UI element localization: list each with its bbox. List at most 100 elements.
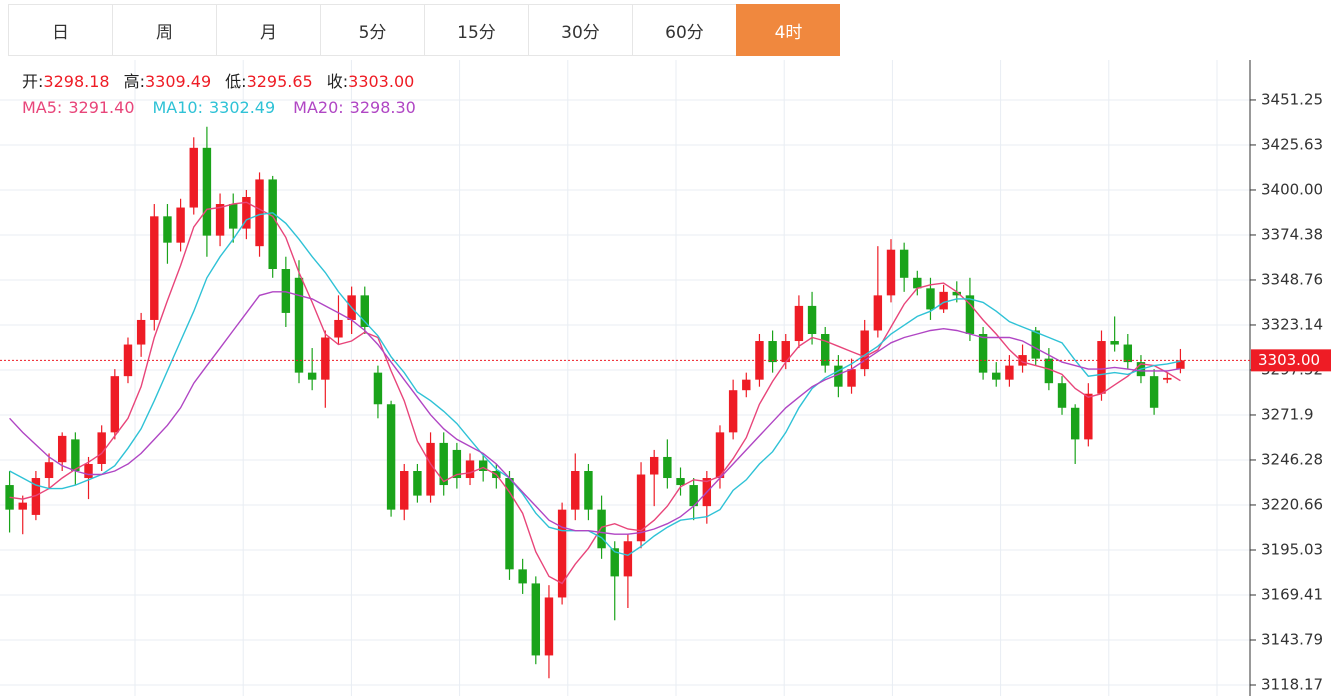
candle-body [610,548,619,577]
candle-body [110,376,120,433]
candle-body [1084,393,1093,440]
candle-body [584,471,593,510]
candle-body [939,291,948,310]
ma-name: MA5: [22,98,62,117]
info-value: 3309.49 [145,72,211,91]
ma-name: MA10: [153,98,204,117]
candle-body [913,277,922,289]
y-tick-label: 3195.03 [1261,540,1323,558]
y-tick-label: 3451.25 [1261,90,1323,108]
candle-body [136,319,146,345]
y-tick-label: 3374.38 [1261,225,1323,243]
info-label: 高: [124,72,145,91]
y-tick-label: 3348.76 [1261,270,1323,288]
candle-body [5,485,14,510]
period-tab[interactable]: 60分 [632,4,736,56]
candle-body [544,597,554,656]
candle-body [663,456,672,479]
period-tab[interactable]: 4时 [736,4,840,56]
info-label: 低: [225,72,246,91]
y-tick-label: 3143.79 [1261,630,1323,648]
period-tab[interactable]: 5分 [320,4,424,56]
candle-body [268,179,277,270]
period-tab[interactable]: 周 [112,4,216,56]
candle-body [426,442,435,496]
info-label: 开: [22,72,43,91]
candle-body [413,471,422,496]
candle-body [360,295,369,327]
candle-body [899,249,909,278]
candle-body [84,463,93,479]
candle-body [557,509,567,598]
y-tick-label: 3220.66 [1261,495,1323,513]
candle-body [571,471,580,510]
candle-body [1070,407,1080,440]
info-value: 3303.00 [348,72,414,91]
candle-body [452,449,462,479]
period-tab[interactable]: 30分 [528,4,632,56]
candle-body [518,569,527,584]
y-tick-label: 3271.9 [1261,405,1314,423]
candle-body [478,460,488,472]
y-tick-label: 3400.00 [1261,180,1323,198]
candle-body [18,502,27,510]
ma-value: 3291.40 [68,98,134,117]
period-tab[interactable]: 日 [8,4,112,56]
ohlc-info: 开:3298.18 高:3309.49 低:3295.65 收:3303.00 [22,72,414,91]
candle-body [649,456,659,475]
period-tab[interactable]: 月 [216,4,320,56]
y-tick-label: 3118.17 [1261,675,1323,693]
candle-body [978,334,988,373]
candle-body [44,462,54,479]
candle-body [505,478,514,570]
candle-body [242,197,251,229]
ma-name: MA20: [293,98,344,117]
candle-body [215,204,225,236]
candle-body [321,337,330,380]
candle-body [307,372,317,380]
candle-body [886,249,896,296]
candle-body [202,147,212,236]
candle-body [873,295,883,331]
candle-body [742,379,751,391]
period-tab[interactable]: 15分 [424,4,528,56]
candle-body [860,330,869,370]
candle-body [1149,376,1159,408]
candle-body [386,404,396,510]
ma-value: 3302.49 [209,98,275,117]
candle-body [255,179,264,247]
current-price-box [1251,349,1331,372]
current-price-label: 3303.00 [1258,351,1320,369]
ma-info: MA5: 3291.40 MA10: 3302.49 MA20: 3298.30 [22,98,416,117]
candle-body [965,295,975,335]
candle-body [623,541,633,577]
candle-body [71,439,80,472]
candle-body [281,269,291,313]
candle-body [794,305,804,342]
candle-body [834,365,843,387]
info-label: 收: [327,72,348,91]
candle-body [97,432,106,464]
candle-body [1005,365,1014,380]
ma-line [9,201,1181,585]
candle-body [597,509,606,549]
candle-body [1123,344,1133,363]
candle-body [715,432,725,479]
candle-body [781,341,790,363]
candle-body [952,291,961,296]
ma-line [9,212,1181,557]
candle-body [1018,355,1027,366]
info-value: 3298.18 [43,72,109,91]
candle-body [1044,358,1054,384]
ma-line [9,291,1181,535]
candle-body [992,372,1001,380]
candle-body [755,341,764,380]
candle-body [439,442,448,486]
candle-body [821,334,830,366]
candle-body [768,341,777,363]
candle-body [1097,341,1106,394]
candle-body [229,204,238,229]
candle-body [728,390,738,433]
